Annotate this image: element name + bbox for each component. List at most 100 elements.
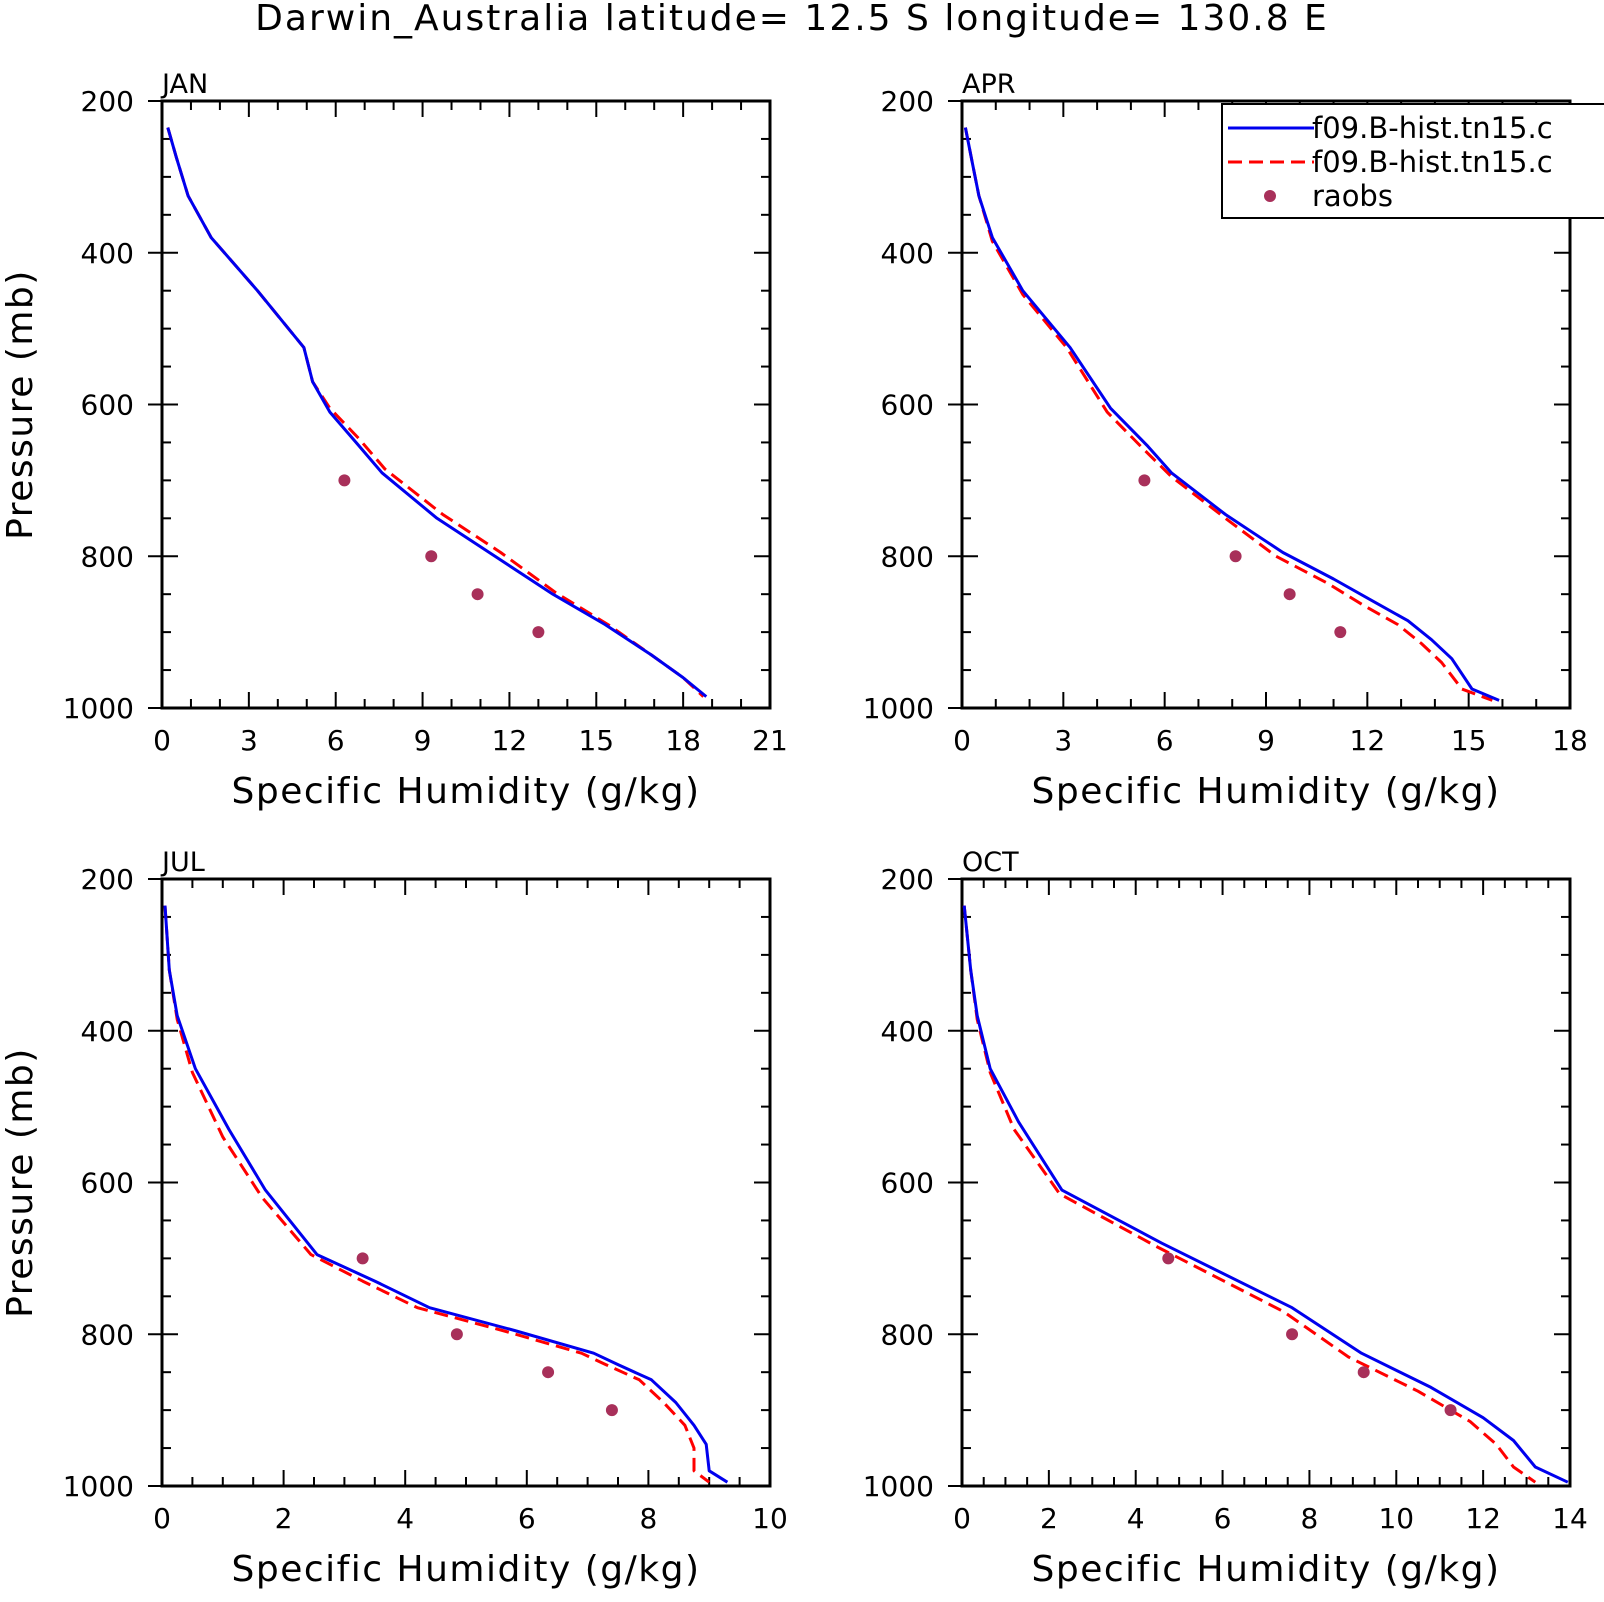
x-tick-label: 10	[752, 1502, 788, 1535]
raobs-point	[450, 1328, 463, 1341]
y-tick-label: 800	[881, 1318, 934, 1351]
raobs-point	[1357, 1366, 1370, 1379]
raobs-point	[1334, 626, 1347, 639]
x-tick-label: 18	[665, 724, 701, 757]
x-tick-label: 4	[396, 1502, 414, 1535]
legend-label: raobs	[1312, 179, 1393, 213]
raobs-point	[356, 1252, 369, 1265]
plot-frame	[160, 99, 772, 710]
raobs-point	[1283, 588, 1296, 601]
y-tick-label: 1000	[63, 1470, 134, 1503]
panel-jan: JAN 0 3 6 9 12 15 18 21 200 400 600 800 1000 Specific …	[0, 69, 788, 812]
x-axis-label: Specific Humidity (g/kg)	[1031, 1549, 1500, 1590]
raobs-point	[425, 550, 438, 563]
x-tick-label: 15	[1451, 724, 1487, 757]
model-1-line	[963, 127, 1500, 702]
x-tick-label: 14	[1552, 1502, 1588, 1535]
y-tick-label: 200	[881, 85, 934, 118]
x-axis-label: Specific Humidity (g/kg)	[1031, 771, 1500, 812]
x-axis-label: Specific Humidity (g/kg)	[231, 1549, 700, 1590]
x-tick-label: 9	[1257, 724, 1275, 757]
x-tick-label: 6	[1214, 1502, 1232, 1535]
model-2-line	[166, 127, 705, 698]
x-tick-label: 2	[275, 1502, 293, 1535]
y-tick-label: 200	[881, 863, 934, 896]
model-1-line	[163, 905, 729, 1484]
plot-area	[163, 905, 729, 1484]
y-tick-label: 1000	[63, 692, 134, 725]
y-tick-label: 200	[81, 863, 134, 896]
x-tick-label: 3	[240, 724, 258, 757]
x-tick-label: 15	[578, 724, 614, 757]
y-tick-label: 400	[81, 237, 134, 270]
raobs-point	[542, 1366, 555, 1379]
panel-title: JAN	[160, 69, 208, 100]
panel-title: OCT	[962, 847, 1019, 878]
panel-title: APR	[962, 69, 1016, 100]
x-tick-label: 2	[1040, 1502, 1058, 1535]
model-1-line	[962, 905, 1569, 1484]
x-tick-label: 3	[1054, 724, 1072, 757]
y-axis-label: Pressure (mb)	[0, 1047, 41, 1318]
x-axis-label: Specific Humidity (g/kg)	[231, 771, 700, 812]
x-tick-label: 21	[752, 724, 788, 757]
raobs-point	[1138, 474, 1151, 487]
y-tick-label: 800	[881, 540, 934, 573]
x-tick-label: 0	[153, 1502, 171, 1535]
y-axis-label: Pressure (mb)	[0, 269, 41, 540]
panel-title: JUL	[160, 847, 205, 878]
plot-area	[166, 127, 708, 698]
legend-label: f09.B-hist.tn15.c	[1312, 111, 1553, 145]
x-tick-label: 8	[639, 1502, 657, 1535]
y-tick-label: 800	[81, 540, 134, 573]
raobs-point	[1444, 1404, 1457, 1417]
x-tick-label: 12	[1350, 724, 1386, 757]
legend-label: f09.B-hist.tn15.c	[1312, 145, 1553, 179]
legend-entry: f09.B-hist.tn15.c	[1228, 111, 1553, 145]
y-tick-label: 800	[81, 1318, 134, 1351]
x-tick-label: 6	[1156, 724, 1174, 757]
x-tick-label: 10	[1378, 1502, 1414, 1535]
y-tick-label: 400	[881, 237, 934, 270]
raobs-point	[471, 588, 484, 601]
raobs-point	[605, 1404, 618, 1417]
x-tick-label: 4	[1127, 1502, 1145, 1535]
panel-apr: APR 0 3 6 9 12 15 18 200 400 600 800 1000 Specific Hu…	[863, 69, 1588, 812]
raobs-point	[532, 626, 545, 639]
figure-title: Darwin_Australia latitude= 12.5 S longit…	[255, 0, 1329, 39]
y-tick-label: 200	[81, 85, 134, 118]
y-tick-label: 1000	[863, 1470, 934, 1503]
plot-area	[963, 127, 1500, 702]
x-tick-label: 12	[1465, 1502, 1501, 1535]
x-tick-label: 6	[518, 1502, 536, 1535]
model-2-line	[962, 905, 1537, 1484]
y-tick-label: 600	[81, 389, 134, 422]
y-tick-label: 600	[81, 1167, 134, 1200]
y-tick-label: 1000	[863, 692, 934, 725]
legend-entry: raobs	[1264, 179, 1393, 213]
x-tick-label: 18	[1552, 724, 1588, 757]
panel-oct: OCT 0 2 4 6 8 10 12 14 200 400 600 800 1000 Specific H…	[863, 847, 1588, 1590]
x-tick-label: 12	[492, 724, 528, 757]
legend-marker	[1264, 190, 1276, 202]
x-tick-label: 0	[953, 1502, 971, 1535]
legend-box	[1221, 103, 1604, 219]
x-tick-label: 6	[327, 724, 345, 757]
raobs-point	[1286, 1328, 1299, 1341]
y-tick-label: 400	[81, 1015, 134, 1048]
y-tick-label: 600	[881, 1167, 934, 1200]
y-tick-label: 400	[881, 1015, 934, 1048]
y-tick-label: 600	[881, 389, 934, 422]
panel-jul: JUL 0 2 4 6 8 10 200 400 600 800 1000 Specific Humid…	[0, 847, 788, 1590]
legend-entry: f09.B-hist.tn15.c	[1228, 145, 1553, 179]
model-2-line	[163, 905, 711, 1484]
x-tick-label: 0	[953, 724, 971, 757]
x-tick-label: 0	[153, 724, 171, 757]
x-tick-label: 8	[1301, 1502, 1319, 1535]
raobs-point	[338, 474, 351, 487]
plot-area	[962, 905, 1569, 1484]
raobs-point	[1229, 550, 1242, 563]
